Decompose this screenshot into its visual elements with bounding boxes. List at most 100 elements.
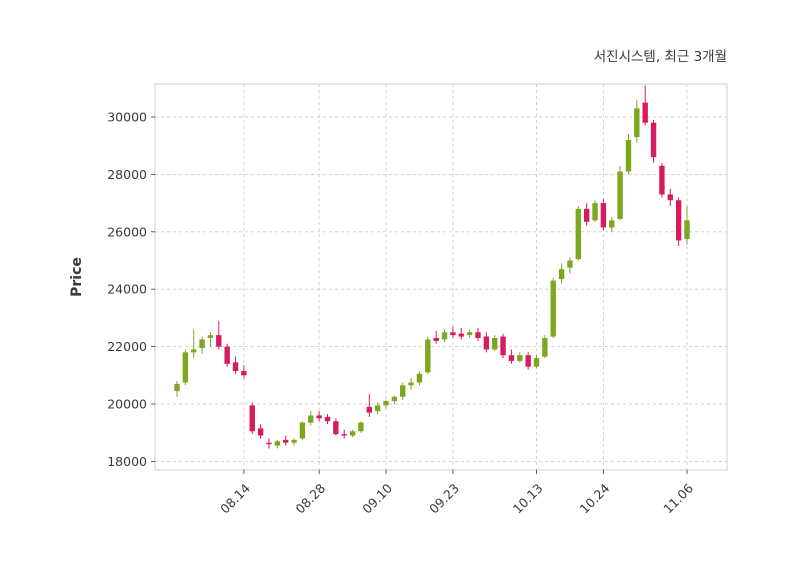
candle-body: [441, 332, 448, 340]
candle-body: [299, 422, 306, 439]
candle-body: [458, 333, 464, 337]
y-axis-label: Price: [69, 257, 85, 297]
candle: [374, 402, 381, 415]
candle: [182, 349, 189, 386]
candle: [241, 365, 247, 379]
candle-body: [625, 139, 632, 172]
candle-body: [475, 332, 481, 338]
plot-border: [154, 83, 728, 471]
candle-body: [316, 415, 322, 419]
candle-body: [199, 339, 205, 349]
candle-body: [617, 171, 623, 219]
candle: [650, 119, 657, 163]
candle-body: [450, 332, 456, 336]
candle: [299, 421, 306, 440]
candle-body: [182, 352, 189, 383]
candle: [609, 217, 615, 232]
candle-body: [684, 220, 690, 239]
candle-body: [391, 396, 398, 402]
candle-body: [274, 441, 281, 446]
y-tick-label: 30000: [107, 110, 147, 125]
candle-body: [324, 416, 331, 422]
candle-body: [642, 102, 648, 123]
candle-body: [282, 439, 289, 443]
y-axis: 18000 20000 22000 24000 26000 28000 30000: [107, 110, 155, 469]
candle-body: [207, 335, 214, 338]
gridlines: [155, 84, 727, 470]
candle-body: [575, 208, 582, 260]
candle-body: [542, 337, 548, 357]
candle-body: [374, 405, 381, 412]
candle: [533, 355, 540, 369]
candle-body: [567, 260, 573, 268]
candle-body: [341, 434, 347, 436]
candle: [257, 424, 264, 439]
x-tick-label: 09.23: [426, 481, 462, 517]
candle-body: [308, 415, 314, 423]
y-tick-label: 24000: [107, 282, 147, 297]
candle: [249, 402, 255, 435]
candle-body: [659, 165, 665, 195]
candle: [174, 381, 180, 397]
candle: [558, 263, 565, 284]
candle-body: [600, 203, 607, 228]
candle-body: [224, 346, 230, 364]
candle: [282, 435, 289, 446]
candle-body: [592, 203, 598, 221]
candle: [542, 335, 548, 359]
candle-body: [517, 355, 523, 361]
candle: [675, 197, 682, 247]
candle-body: [508, 355, 515, 361]
candle-body: [609, 220, 615, 228]
candle: [583, 203, 590, 227]
candle: [433, 330, 439, 344]
y-tick-label: 20000: [107, 396, 147, 411]
candle-body: [358, 422, 364, 432]
candle-body: [408, 382, 414, 386]
candle: [366, 393, 372, 417]
candle-body: [291, 439, 297, 443]
candle: [525, 352, 531, 370]
candle-body: [232, 362, 239, 371]
candle: [408, 378, 414, 390]
candle-body: [483, 336, 490, 350]
candle-body: [525, 355, 531, 367]
x-axis: 08.14 08.28 09.10 09.23 10.13 10.24 11.06: [217, 470, 696, 516]
candle: [517, 352, 523, 363]
candle-body: [400, 385, 406, 397]
candle-body: [433, 337, 439, 341]
candle: [425, 336, 431, 374]
candle-body: [466, 332, 473, 336]
candle-body: [675, 200, 682, 241]
candle-body: [333, 421, 339, 435]
candle: [224, 343, 230, 367]
candle: [216, 320, 222, 350]
x-tick-label: 10.13: [510, 481, 546, 517]
candle: [383, 399, 389, 409]
candle: [634, 99, 640, 143]
candle: [400, 382, 406, 400]
x-tick-label: 08.14: [217, 480, 253, 516]
candle: [441, 329, 448, 343]
candle-body: [634, 108, 640, 138]
candle-body: [249, 405, 255, 432]
candle: [466, 329, 473, 338]
candle-body: [216, 335, 222, 347]
candle-body: [667, 194, 673, 201]
candle-body: [533, 358, 540, 367]
candle: [391, 395, 398, 404]
x-tick-label: 08.28: [292, 480, 328, 516]
candle-body: [492, 337, 498, 350]
candle: [659, 162, 665, 198]
candle-body: [500, 336, 506, 356]
candle: [667, 188, 673, 206]
candle-body: [349, 431, 356, 436]
candle: [266, 438, 272, 449]
candle-body: [425, 339, 431, 373]
candle: [592, 200, 598, 222]
x-tick-label: 11.06: [660, 480, 696, 516]
candle-body: [257, 428, 264, 436]
candle: [567, 257, 573, 274]
